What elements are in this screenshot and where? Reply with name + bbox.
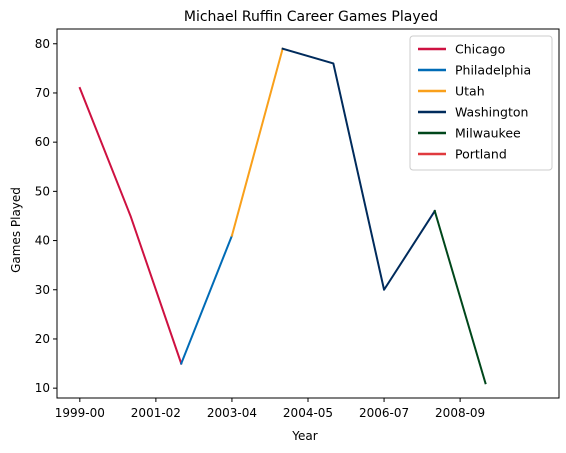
series-line-milwaukee: [433, 209, 487, 385]
y-tick-label: 80: [35, 37, 50, 51]
chart-title: Michael Ruffin Career Games Played: [184, 9, 438, 25]
series-line-philadelphia: [179, 234, 234, 365]
y-tick-label: 50: [35, 184, 50, 198]
legend-label-chicago: Chicago: [455, 42, 505, 57]
x-tick-label: 2003-04: [207, 406, 257, 420]
y-tick-label: 40: [35, 234, 50, 248]
series-line-chicago: [78, 86, 183, 365]
series-line-washington: [281, 47, 437, 291]
y-tick-label: 70: [35, 86, 50, 100]
y-axis: 10 20 30 40 50 60 70 80: [35, 37, 57, 395]
x-tick-label: 2001-02: [131, 406, 181, 420]
legend-label-milwaukee: Milwaukee: [455, 126, 521, 141]
x-axis-title: Year: [291, 429, 317, 443]
y-axis-title: Games Played: [9, 187, 23, 273]
legend-label-washington: Washington: [455, 105, 528, 120]
y-tick-label: 30: [35, 283, 50, 297]
legend-label-portland: Portland: [455, 147, 507, 162]
plot-lines: [78, 47, 487, 385]
y-tick-label: 10: [35, 381, 50, 395]
x-tick-label: 2004-05: [283, 406, 333, 420]
legend-label-philadelphia: Philadelphia: [455, 63, 531, 78]
series-line-utah: [230, 47, 284, 237]
x-axis: 1999-00 2001-02 2003-04 2004-05 2006-07 2008-…: [55, 398, 485, 420]
legend-label-utah: Utah: [455, 84, 485, 99]
x-tick-label: 2006-07: [359, 406, 409, 420]
legend: Chicago Philadelphia Utah Washington Milwauk…: [409, 35, 553, 171]
y-tick-label: 60: [35, 135, 50, 149]
x-tick-label: 2008-09: [435, 406, 485, 420]
y-tick-label: 20: [35, 332, 50, 346]
x-tick-label: 1999-00: [55, 406, 105, 420]
